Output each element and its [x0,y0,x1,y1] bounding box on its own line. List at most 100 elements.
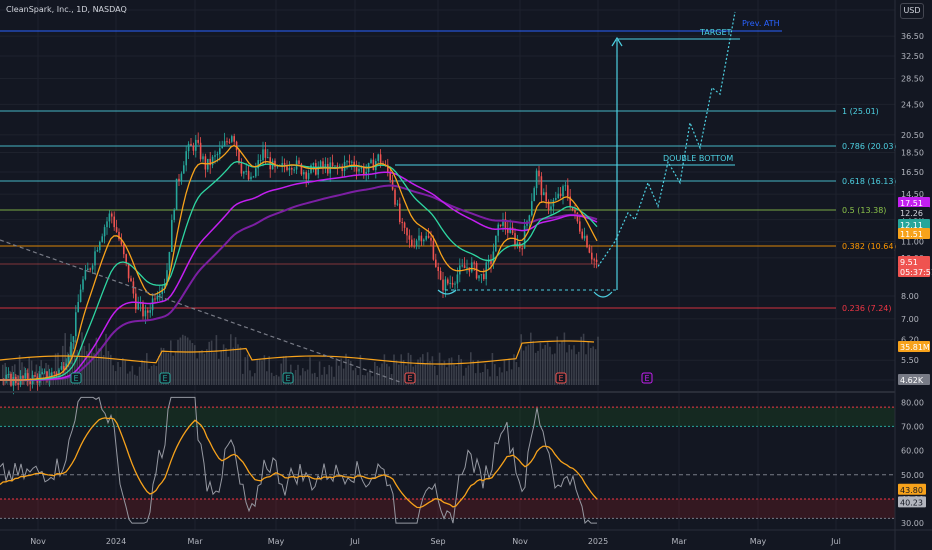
volume-bar [167,353,170,385]
time-tick-label: Sep [430,537,445,546]
candle-body [276,165,279,167]
volume-bar [515,362,518,385]
candle-body [99,241,101,251]
candle-body [351,161,353,163]
volume-bar [345,353,347,385]
volume-bar [510,369,513,385]
candle-body [175,178,178,210]
volume-bar [186,337,189,385]
candle-body [91,265,94,270]
volume-bar [398,364,400,385]
candle-body [581,231,583,239]
volume-bar [419,357,422,385]
candle-body [233,136,235,142]
candle-body [183,165,185,174]
volume-bar [189,340,191,385]
candle-body [75,312,77,337]
candle-body [401,221,403,223]
volume-bar [450,357,453,385]
candle-body [439,270,442,280]
volume-bar [47,364,50,385]
volume-bar [263,355,266,385]
volume-bar [143,360,146,385]
volume-bar [436,375,438,385]
candle-body [492,251,495,264]
candle-body [567,185,569,197]
volume-bar [280,363,282,385]
candle-body [547,201,550,210]
volume-bar [71,343,74,385]
volume-bar [299,375,302,385]
volume-bar [561,341,563,385]
volume-bar [460,358,462,385]
volume-bar [254,373,256,385]
candle-body [324,163,327,168]
price-badge-text: 17.51 [900,199,923,208]
volume-bar [117,361,119,385]
candle-body [588,247,591,253]
candle-body [379,154,382,164]
volume-bar [198,350,201,385]
volume-bar [239,347,242,385]
candle-body [252,176,255,178]
candle-body [123,244,125,255]
candle-body [531,201,533,216]
candle-body [408,235,411,240]
candle-body [17,383,19,385]
candle-body [564,185,567,187]
price-tick-label: 18.50 [901,148,924,157]
candle-body [147,310,149,313]
volume-bar [580,336,582,385]
price-badge-text: 12.11 [900,221,923,230]
ema-lines [0,144,598,383]
volume-bar [582,333,585,385]
candle-body [243,171,245,174]
candle-body [187,143,190,152]
volume-bar [273,376,275,385]
volume-bar [138,366,141,385]
candle-body [504,219,507,229]
volume-bar [2,364,4,385]
volume-bar [172,355,174,385]
volume-bar [453,364,455,385]
bottom-arc-left [437,289,457,295]
volume-bar [215,335,218,385]
volume-bar [21,362,23,385]
volume-ma-line [0,340,595,365]
candle-body [46,371,48,380]
candle-body [118,231,120,240]
candle-body [423,239,425,242]
volume-bar [522,350,525,385]
fib-level-label: 0.236 (7.24) [842,304,892,313]
candle-body [437,266,439,271]
volume-bar [57,352,59,385]
volume-bar [196,358,198,385]
volume-bar [594,349,597,385]
candle-body [389,171,391,180]
volume-bars [2,332,599,385]
candle-body [82,279,84,290]
candle-body [459,265,461,275]
ema-long-line [0,184,598,381]
price-badge-text: 9.51 [900,258,918,267]
candle-body [65,363,67,370]
volume-bar [170,340,172,385]
candle-body [247,170,250,180]
volume-bar [585,354,587,385]
earnings-marker [555,372,567,384]
candle-body [466,267,468,269]
candle-body [317,166,319,175]
price-badge [898,256,930,267]
volume-bar [311,373,314,385]
price-tick-label: 6.20 [901,336,919,345]
currency-button[interactable]: USD [900,3,924,19]
earnings-marker-label: E [73,374,78,383]
candle-body [245,170,247,172]
candle-body [180,173,183,181]
candle-body [341,166,343,171]
candle-body [396,203,399,205]
candle-body [372,159,375,171]
volume-bar [294,370,297,385]
volume-bar [410,354,412,385]
